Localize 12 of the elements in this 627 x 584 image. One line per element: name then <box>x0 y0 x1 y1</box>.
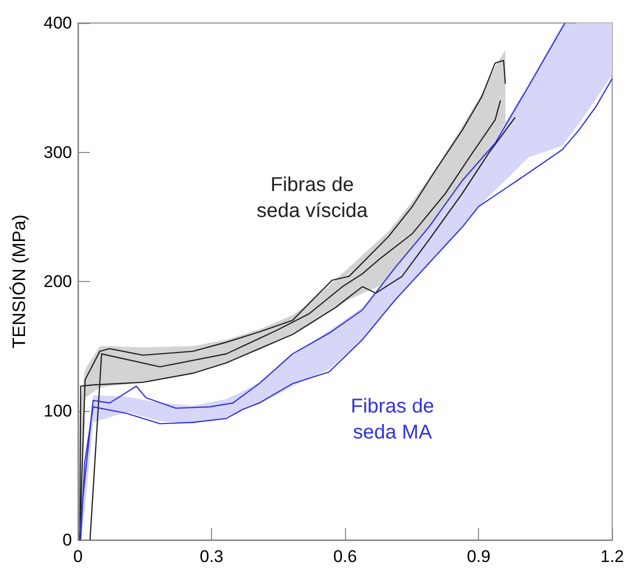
series-label: Fibras de seda víscida <box>256 174 369 222</box>
x-tick-label: 1.2 <box>600 547 624 566</box>
series-label: Fibras de seda MA <box>350 396 434 444</box>
x-tick-label: 0.6 <box>333 547 357 566</box>
x-tick-label: 0.3 <box>200 547 224 566</box>
y-tick-label: 200 <box>44 272 72 291</box>
x-tick-label: 0.9 <box>466 547 490 566</box>
y-axis-title: TENSIÓN (MPa) <box>9 214 29 349</box>
y-tick-label: 400 <box>44 14 72 32</box>
y-tick-label: 300 <box>44 142 72 162</box>
y-tick-label: 100 <box>44 401 72 420</box>
y-tick-label: 0 <box>62 530 72 550</box>
